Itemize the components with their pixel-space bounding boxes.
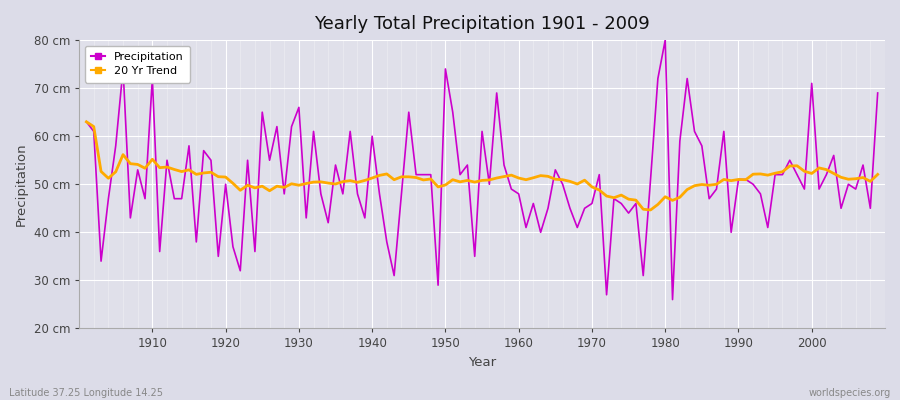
Legend: Precipitation, 20 Yr Trend: Precipitation, 20 Yr Trend [85,46,190,82]
Title: Yearly Total Precipitation 1901 - 2009: Yearly Total Precipitation 1901 - 2009 [314,15,650,33]
Text: worldspecies.org: worldspecies.org [809,388,891,398]
Text: Latitude 37.25 Longitude 14.25: Latitude 37.25 Longitude 14.25 [9,388,163,398]
X-axis label: Year: Year [468,356,496,369]
Y-axis label: Precipitation: Precipitation [15,142,28,226]
